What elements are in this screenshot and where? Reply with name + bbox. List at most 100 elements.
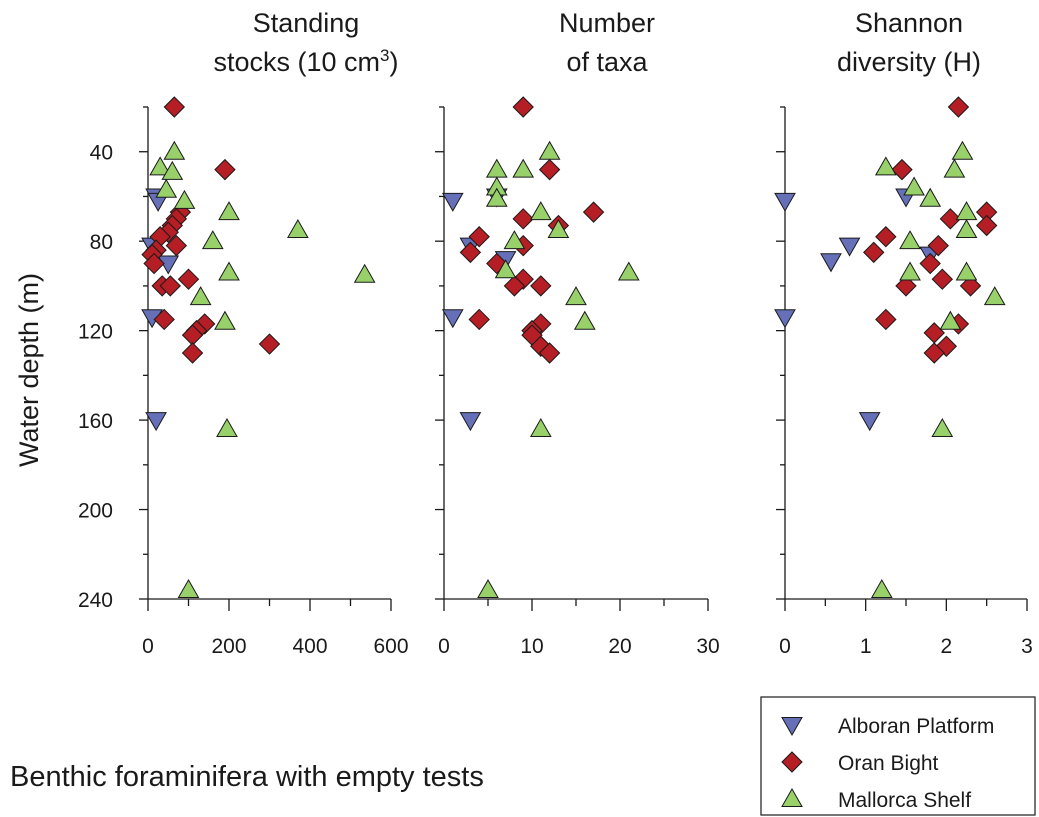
data-point-alboran <box>441 192 464 212</box>
data-point-mallorca <box>870 579 893 599</box>
series-mallorca <box>149 140 376 599</box>
chart-panel-3: Shannon diversity (H) 0 1 2 3 <box>774 8 1033 658</box>
data-point-mallorca <box>155 178 178 198</box>
data-point-oran <box>947 96 970 118</box>
legend-entry-oran: Oran Bight <box>781 751 939 775</box>
series-alboran <box>774 188 942 432</box>
data-point-mallorca <box>939 310 962 330</box>
x-tick-label: 30 <box>696 635 719 658</box>
x-tick-label: 3 <box>1021 635 1033 658</box>
data-point-mallorca <box>899 230 921 250</box>
x-tick-label: 2 <box>940 635 952 658</box>
data-point-mallorca <box>353 263 376 283</box>
data-point-mallorca <box>149 156 172 176</box>
data-point-oran <box>538 342 561 364</box>
data-point-oran <box>582 201 605 223</box>
data-point-oran <box>538 158 561 181</box>
y-axis-label: Water depth (m) <box>14 273 44 467</box>
y-tick-label: 200 <box>78 500 113 523</box>
data-point-mallorca <box>565 286 587 306</box>
data-point-mallorca <box>955 201 978 221</box>
data-point-alboran <box>838 237 861 257</box>
data-point-oran <box>863 241 885 264</box>
data-point-mallorca <box>173 189 196 209</box>
y-tick-label: 80 <box>90 231 113 254</box>
data-point-mallorca <box>494 259 517 279</box>
panel-title-line2: diversity (H) <box>837 47 981 77</box>
x-tick-label: 1 <box>860 635 872 658</box>
legend-entry-alboran: Alboran Platform <box>781 715 994 738</box>
data-point-oran <box>159 275 181 297</box>
data-point-oran <box>875 308 897 331</box>
data-point-oran <box>468 308 490 331</box>
data-point-oran <box>895 275 917 297</box>
data-point-oran <box>165 234 188 257</box>
data-point-oran <box>939 208 962 230</box>
legend-label-mallorca: Mallorca Shelf <box>838 789 971 812</box>
x-tick-label: 600 <box>373 635 408 658</box>
data-point-alboran <box>820 253 842 273</box>
data-point-mallorca <box>874 156 897 176</box>
data-point-oran <box>512 208 534 230</box>
legend-marker-oran <box>781 751 803 773</box>
x-tick-label: 0 <box>142 635 154 658</box>
y-axis-tick-labels: 40 80 120 160 200 240 <box>78 142 113 612</box>
x-tick-label: 0 <box>438 635 450 658</box>
data-point-oran <box>459 241 482 264</box>
legend-label-alboran: Alboran Platform <box>838 715 994 738</box>
y-tick-label: 40 <box>90 142 113 165</box>
data-point-mallorca <box>189 286 212 306</box>
data-point-oran <box>875 226 897 248</box>
data-point-mallorca <box>503 230 526 250</box>
data-point-oran <box>512 96 534 118</box>
data-point-mallorca <box>485 158 508 178</box>
data-point-mallorca <box>573 310 596 330</box>
x-tick-label: 200 <box>211 635 246 658</box>
data-point-alboran <box>459 412 482 432</box>
chart-panel-1: Standing stocks (10 cm3) 0 200 400 600 <box>139 8 409 658</box>
data-point-oran <box>163 96 186 118</box>
data-point-oran <box>258 333 281 355</box>
series-oran <box>141 96 281 364</box>
data-point-alboran <box>145 412 167 432</box>
series-oran <box>863 96 998 364</box>
data-point-oran <box>181 342 204 364</box>
data-point-mallorca <box>903 176 925 196</box>
chart-panel-2: Number of taxa 0 10 20 30 <box>435 8 720 658</box>
x-tick-label: 0 <box>779 635 791 658</box>
data-point-oran <box>177 268 200 290</box>
y-tick-label: 160 <box>78 410 113 433</box>
data-point-oran <box>927 234 949 257</box>
data-point-mallorca <box>919 187 942 207</box>
y-tick-label: 120 <box>78 321 113 344</box>
data-point-mallorca <box>477 579 499 599</box>
data-point-oran <box>959 275 982 297</box>
series-mallorca <box>477 140 640 599</box>
data-point-mallorca <box>177 579 200 599</box>
figure-caption: Benthic foraminifera with empty tests <box>10 761 484 793</box>
data-point-mallorca <box>931 418 954 438</box>
y-tick-label: 240 <box>78 589 113 612</box>
x-tick-label: 400 <box>292 635 327 658</box>
data-point-mallorca <box>529 418 552 438</box>
data-point-oran <box>919 252 941 275</box>
data-point-mallorca <box>214 310 236 330</box>
data-point-mallorca <box>512 158 535 178</box>
data-point-oran <box>931 268 954 290</box>
data-point-mallorca <box>163 140 186 160</box>
data-point-mallorca <box>983 286 1006 306</box>
panel-title-line2: of taxa <box>566 47 648 77</box>
data-point-mallorca <box>538 140 561 160</box>
legend-entry-mallorca: Mallorca Shelf <box>781 787 971 812</box>
data-point-mallorca <box>161 160 184 180</box>
data-point-mallorca <box>218 201 240 221</box>
data-point-oran <box>503 275 526 297</box>
legend-box <box>760 696 1036 816</box>
data-point-mallorca <box>899 261 921 281</box>
data-point-mallorca <box>218 261 240 281</box>
data-point-mallorca <box>201 230 224 250</box>
data-point-mallorca <box>485 187 508 207</box>
data-point-oran <box>935 335 958 357</box>
